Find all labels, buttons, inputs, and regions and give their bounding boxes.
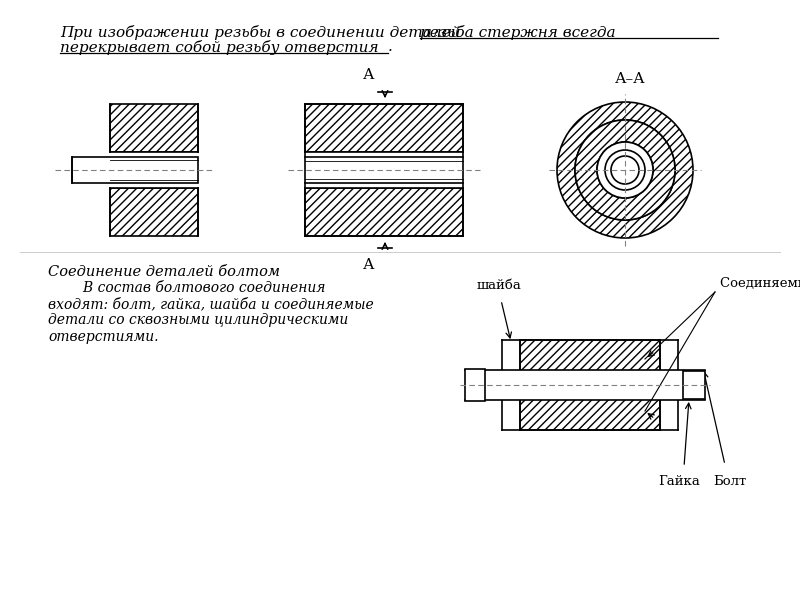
Bar — [305, 104, 463, 152]
Text: Болт: Болт — [714, 475, 746, 488]
Bar — [465, 369, 485, 401]
Text: Соединяемые  детали: Соединяемые детали — [720, 277, 800, 290]
Bar — [110, 152, 198, 188]
Bar — [72, 157, 198, 183]
Bar — [110, 188, 198, 236]
Text: Гайка: Гайка — [658, 475, 700, 488]
Text: шайба: шайба — [477, 279, 522, 292]
Bar — [520, 392, 660, 430]
Bar — [683, 371, 705, 399]
Text: В состав болтового соединения
входят: болт, гайка, шайба и соединяемые
детали со: В состав болтового соединения входят: бо… — [48, 281, 374, 344]
Bar — [520, 378, 660, 392]
Text: А–А: А–А — [614, 72, 646, 86]
Text: При изображении резьбы в соединении деталей: При изображении резьбы в соединении дета… — [60, 25, 466, 40]
Text: .: . — [388, 40, 393, 54]
Bar — [305, 188, 463, 236]
Bar — [520, 340, 660, 378]
Text: резьба стержня всегда: резьба стержня всегда — [420, 25, 616, 40]
Circle shape — [605, 150, 645, 190]
Text: А: А — [362, 258, 374, 272]
Bar — [465, 370, 705, 400]
Text: Соединение деталей болтом: Соединение деталей болтом — [48, 265, 280, 279]
Circle shape — [597, 142, 653, 198]
Circle shape — [557, 102, 693, 238]
Text: А: А — [362, 68, 374, 82]
Text: перекрывает собой резьбу отверстия: перекрывает собой резьбу отверстия — [60, 40, 378, 55]
Circle shape — [575, 120, 675, 220]
Bar — [110, 104, 198, 152]
Circle shape — [611, 156, 639, 184]
Bar — [305, 157, 463, 183]
Bar — [305, 152, 463, 188]
